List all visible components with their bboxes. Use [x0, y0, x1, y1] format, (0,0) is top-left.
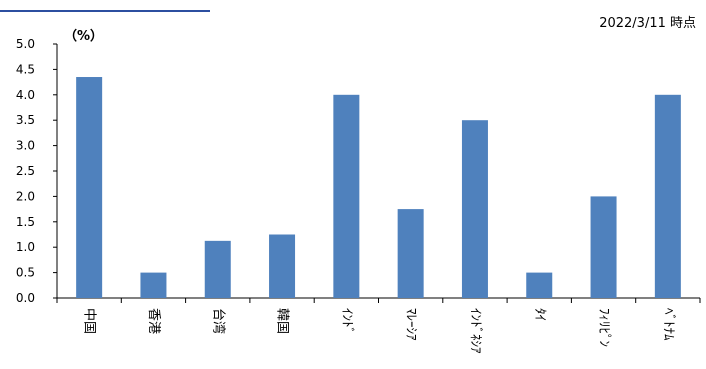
y-tick-label: 0.0 [16, 291, 35, 305]
bar [526, 272, 553, 298]
x-category-label: ﾍﾞﾄﾅﾑ [660, 308, 675, 341]
bar [333, 94, 360, 298]
x-category-label: 台湾 [210, 308, 226, 334]
y-tick-label: 3.0 [16, 139, 35, 153]
y-tick-label: 1.5 [16, 215, 35, 229]
x-category-label: ﾏﾚｰｼｱ [403, 308, 418, 341]
y-tick-label: 2.0 [16, 189, 35, 203]
x-category-label: ｲﾝﾄﾞ [339, 308, 354, 334]
bar [269, 234, 296, 298]
y-tick-label: 3.5 [16, 113, 35, 127]
y-tick-label: 1.0 [16, 240, 35, 254]
y-tick-label: 2.5 [16, 164, 35, 178]
bar [654, 94, 681, 298]
x-category-label: 韓国 [275, 308, 290, 334]
y-tick-label: 4.5 [16, 62, 35, 76]
bar [76, 77, 103, 299]
x-category-label: 香港 [146, 308, 161, 334]
y-tick-label: 0.5 [16, 266, 35, 280]
y-tick-label: 5.0 [16, 37, 35, 51]
bar [461, 120, 488, 298]
bar [140, 272, 167, 298]
as-of-date: 2022/3/11 時点 [599, 16, 696, 31]
x-category-label: ｲﾝﾄﾞﾈｼｱ [467, 308, 482, 354]
x-category-label: 中国 [82, 308, 97, 334]
x-category-label: ﾀｲ [532, 308, 547, 321]
title-underline [0, 10, 210, 12]
bar [204, 240, 231, 298]
bar [590, 196, 617, 298]
bar [397, 209, 424, 298]
y-axis-unit-label: （%） [64, 29, 104, 44]
x-category-label: ﾌｨﾘﾋﾟﾝ [596, 308, 611, 347]
y-tick-label: 4.0 [16, 88, 35, 102]
